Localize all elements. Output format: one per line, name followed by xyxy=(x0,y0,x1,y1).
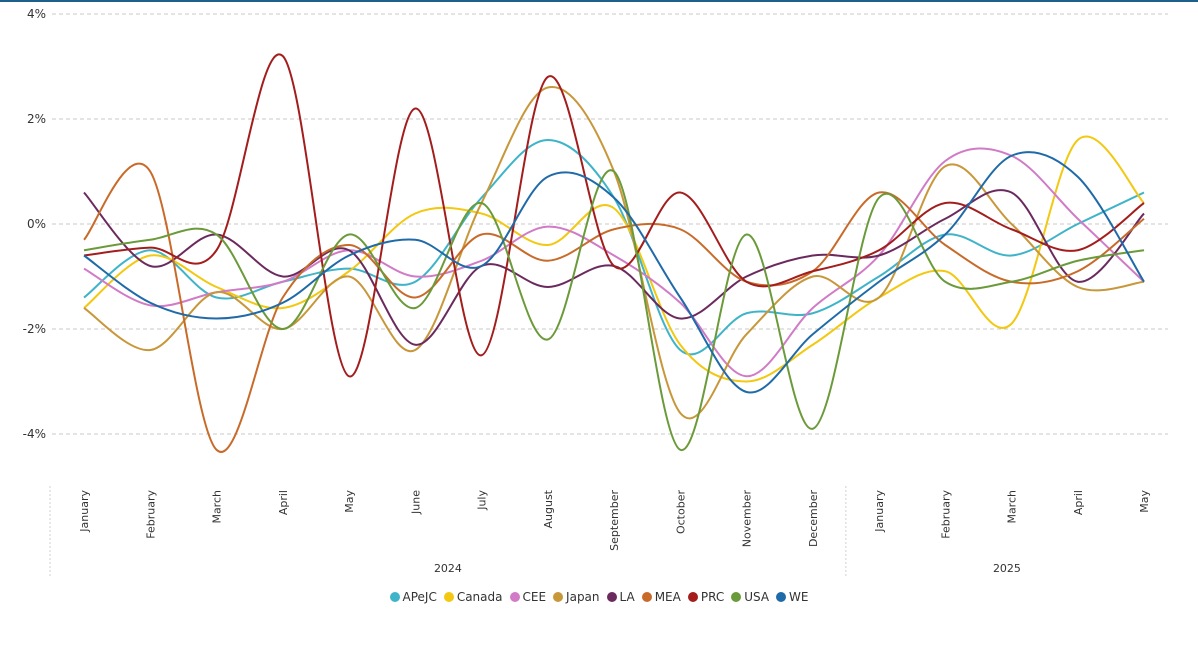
y-tick-label: -4% xyxy=(23,427,46,441)
line-chart: 4% 2% 0% -2% -4% January February March April Ma… xyxy=(23,7,1168,578)
top-border xyxy=(0,0,1198,2)
legend-item-japan[interactable]: Japan xyxy=(553,590,600,604)
legend-swatch xyxy=(687,592,698,602)
legend-label: CEE xyxy=(522,590,547,604)
series-line-mea xyxy=(83,162,1145,453)
x-tick-label: February xyxy=(939,490,952,539)
legend-item-prc[interactable]: PRC xyxy=(687,590,725,604)
legend-label: APeJC xyxy=(402,590,437,604)
x-tick-label: June xyxy=(409,490,422,515)
y-axis: 4% 2% 0% -2% -4% xyxy=(23,7,46,441)
x-tick-label: February xyxy=(144,490,157,539)
series-line-la xyxy=(83,189,1145,346)
x-tick-label: September xyxy=(608,490,621,551)
legend-swatch xyxy=(731,592,742,602)
legend-item-mea[interactable]: MEA xyxy=(641,590,681,604)
series-line-japan xyxy=(83,86,1145,420)
y-tick-label: 0% xyxy=(27,217,46,231)
legend: APeJC Canada CEE Japan LA MEA PRC USA WE xyxy=(0,590,1198,604)
y-tick-label: -2% xyxy=(23,322,46,336)
legend-swatch xyxy=(776,592,787,602)
series-line-prc xyxy=(83,53,1145,378)
legend-swatch xyxy=(443,592,454,602)
x-tick-label: March xyxy=(211,490,224,524)
x-tick-label: December xyxy=(807,490,820,548)
legend-label: WE xyxy=(789,590,809,604)
y-tick-label: 4% xyxy=(27,7,46,21)
x-tick-label: May xyxy=(343,490,356,513)
legend-item-la[interactable]: LA xyxy=(606,590,635,604)
series-line-canada xyxy=(83,135,1145,383)
legend-label: USA xyxy=(744,590,770,604)
series-lines xyxy=(83,53,1145,453)
x-tick-label: April xyxy=(277,490,290,515)
legend-swatch xyxy=(641,592,652,602)
legend-item-usa[interactable]: USA xyxy=(731,590,769,604)
year-label: 2024 xyxy=(434,562,462,575)
legend-item-apejc[interactable]: APeJC xyxy=(389,590,437,604)
legend-label: MEA xyxy=(654,590,681,604)
series-line-we xyxy=(83,151,1145,394)
x-tick-label: May xyxy=(1138,490,1151,513)
year-label: 2025 xyxy=(993,562,1021,575)
x-tick-label: October xyxy=(674,490,687,534)
legend-item-canada[interactable]: Canada xyxy=(443,590,503,604)
x-axis: January February March April May June July Augu… xyxy=(49,486,1151,578)
x-tick-label: March xyxy=(1006,490,1019,524)
legend-swatch xyxy=(553,592,564,602)
x-tick-label: January xyxy=(78,490,91,533)
legend-label: LA xyxy=(619,590,635,604)
legend-swatch xyxy=(509,592,520,602)
legend-item-we[interactable]: WE xyxy=(776,590,809,604)
grid xyxy=(52,13,1168,435)
x-tick-label: July xyxy=(476,490,489,511)
legend-label: Japan xyxy=(566,590,600,604)
legend-swatch xyxy=(389,592,400,602)
legend-item-cee[interactable]: CEE xyxy=(509,590,547,604)
legend-label: Canada xyxy=(456,590,503,604)
y-tick-label: 2% xyxy=(27,112,46,126)
x-tick-label: January xyxy=(873,490,886,533)
x-tick-label: August xyxy=(542,489,555,528)
series-line-usa xyxy=(83,169,1145,451)
x-tick-label: November xyxy=(741,490,754,548)
legend-swatch xyxy=(606,592,617,602)
legend-label: PRC xyxy=(700,590,725,604)
x-tick-label: April xyxy=(1072,490,1085,515)
